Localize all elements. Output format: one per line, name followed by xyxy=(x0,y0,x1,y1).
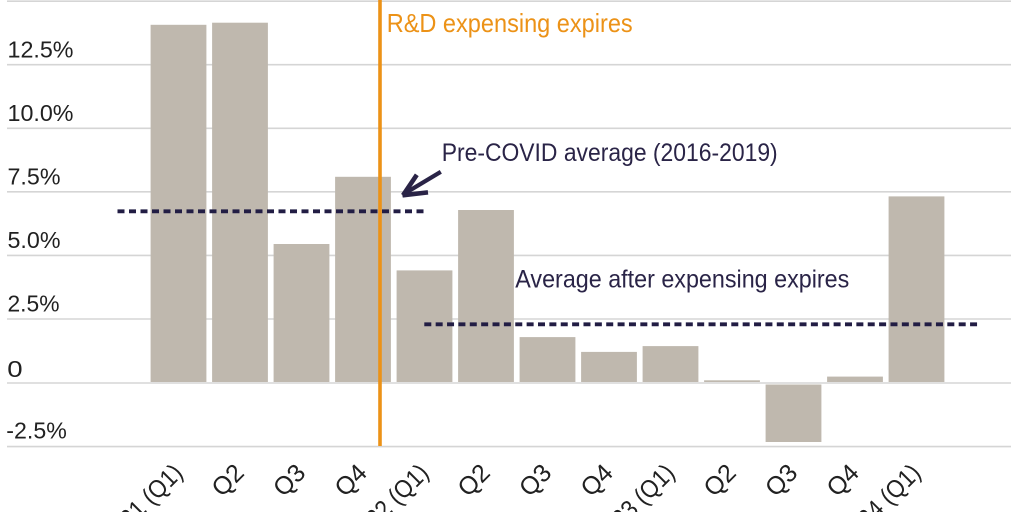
svg-text:10.0%: 10.0% xyxy=(8,100,74,126)
svg-text:5.0%: 5.0% xyxy=(8,227,61,253)
svg-text:Pre-COVID average (2016-2019): Pre-COVID average (2016-2019) xyxy=(442,139,778,167)
svg-text:R&D expensing expires: R&D expensing expires xyxy=(387,8,633,38)
svg-text:12.5%: 12.5% xyxy=(8,37,74,63)
svg-text:2.5%: 2.5% xyxy=(8,291,60,317)
svg-text:-2.5%: -2.5% xyxy=(6,418,67,444)
svg-text:7.5%: 7.5% xyxy=(8,164,61,190)
svg-text:Average after expensing expire: Average after expensing expires xyxy=(515,266,849,294)
svg-text:0: 0 xyxy=(7,357,22,382)
